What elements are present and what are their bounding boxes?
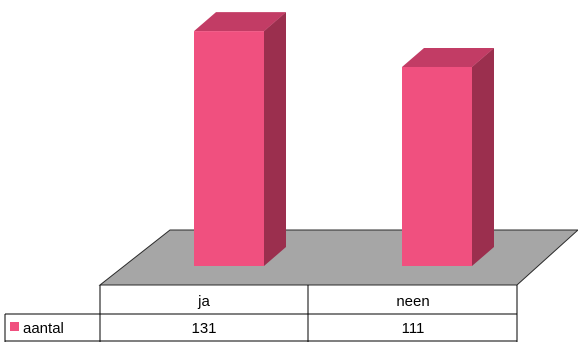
bars-group: [194, 12, 494, 267]
legend-label-aantal: aantal: [23, 320, 64, 337]
chart-floor: [98, 229, 578, 286]
bar-neen-front: [402, 66, 472, 267]
data-label-ja: 131: [191, 320, 216, 337]
bar-neen: [402, 47, 494, 267]
bar-ja-front: [194, 31, 264, 266]
data-label-neen: 111: [402, 320, 425, 337]
legend-swatch: [10, 322, 19, 331]
bar-neen-side: [472, 47, 494, 266]
bar-ja-top: [194, 12, 286, 32]
bar-ja-side: [264, 12, 286, 266]
bar-neen-top: [402, 47, 494, 67]
data-table: [4, 285, 518, 342]
tick-label-ja: ja: [197, 293, 210, 310]
tick-label-neen: neen: [396, 293, 429, 310]
bar-ja: [194, 12, 286, 266]
